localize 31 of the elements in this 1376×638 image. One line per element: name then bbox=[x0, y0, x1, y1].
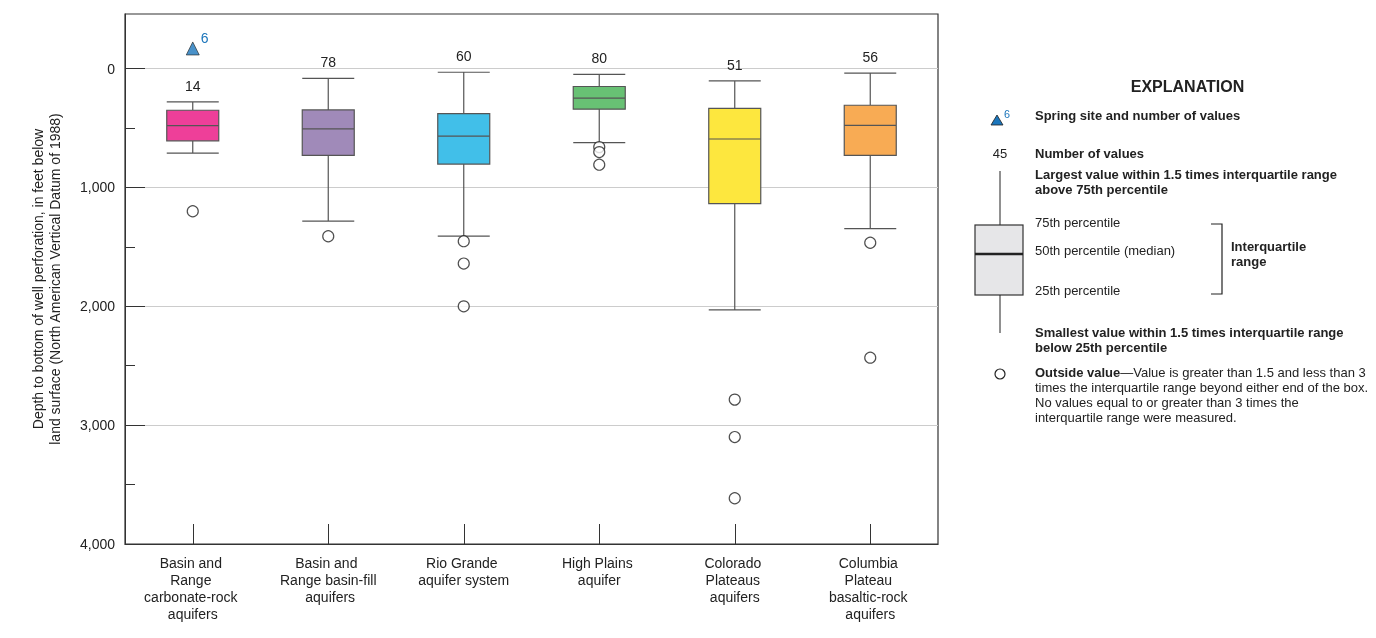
text: Number of values bbox=[1035, 146, 1145, 162]
annotation: 56 bbox=[862, 49, 879, 66]
annotation: 51 bbox=[726, 56, 743, 73]
annotation: 80 bbox=[591, 50, 608, 67]
y-tick-label: 2,000 bbox=[79, 298, 116, 315]
text: Outside value bbox=[1035, 365, 1121, 381]
text: 75th percentile bbox=[1035, 215, 1121, 231]
text: Smallest value within 1.5 times interquartile range below 25th percentile bbox=[1035, 325, 1345, 356]
text: 6 bbox=[1003, 108, 1011, 120]
annotation: 6 bbox=[200, 30, 209, 47]
text: 50th percentile (median) bbox=[1035, 243, 1176, 259]
x-tick-label: Basin and Range carbonate-rock aquifers bbox=[144, 554, 242, 622]
text: Spring site and number of values bbox=[1035, 108, 1241, 123]
x-tick-label: Colorado Plateaus aquifers bbox=[704, 554, 766, 605]
text: 45 bbox=[991, 146, 1009, 162]
y-axis-title: Depth to bottom of well perforation, in feet below land surface (North American Vertical Datum of 1988) bbox=[29, 113, 63, 445]
annotation: 78 bbox=[320, 54, 337, 71]
y-tick-label: 3,000 bbox=[79, 417, 116, 434]
text: Largest value within 1.5 times interquartile range above 75th percentile bbox=[1035, 167, 1338, 198]
y-tick-label: 4,000 bbox=[79, 536, 116, 552]
y-tick-label: 0 bbox=[107, 60, 116, 77]
y-tick-label: 1,000 bbox=[79, 179, 116, 196]
annotation: 60 bbox=[455, 48, 472, 65]
text: 25th percentile bbox=[1035, 283, 1121, 299]
x-tick-label: Columbia Plateau basaltic-rock aquifers bbox=[829, 554, 912, 622]
x-tick-label: High Plains aquifer bbox=[561, 554, 637, 588]
x-tick-label: Rio Grande aquifer system bbox=[418, 554, 510, 588]
annotation: 14 bbox=[184, 77, 201, 94]
x-tick-label: Basin and Range basin-fill aquifers bbox=[280, 554, 377, 605]
text: Interquartile range bbox=[1231, 239, 1308, 270]
legend-title: EXPLANATION bbox=[1129, 78, 1246, 96]
